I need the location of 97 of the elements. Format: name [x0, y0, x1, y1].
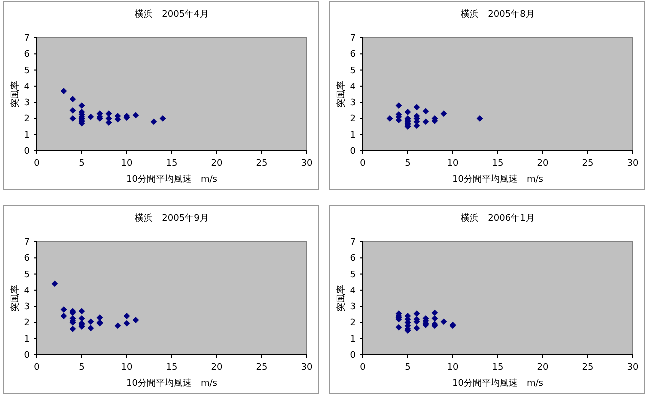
- y-tick-label: 4: [24, 82, 30, 92]
- point: [70, 96, 76, 103]
- x-tick-label: 15: [166, 159, 178, 169]
- point: [114, 322, 122, 330]
- point: [432, 310, 438, 316]
- x-tick-label: 15: [492, 363, 504, 373]
- point: [88, 114, 94, 120]
- y-tick-label: 1: [24, 130, 30, 141]
- y-tick-label: 3: [24, 302, 30, 313]
- x-tick-label: 0: [34, 159, 40, 169]
- y-tick-label: 2: [24, 114, 30, 125]
- point: [78, 315, 86, 322]
- x-tick-label: 30: [301, 159, 313, 169]
- x-tick-label: 0: [34, 363, 40, 373]
- x-tick-label: 15: [492, 159, 504, 169]
- y-tick-label: 2: [24, 318, 30, 329]
- point: [106, 110, 112, 118]
- x-tick-label: 5: [405, 159, 411, 169]
- y-tick-label: 6: [350, 50, 356, 60]
- x-tick-label: 20: [211, 363, 223, 373]
- point: [88, 318, 94, 326]
- y-tick-label: 4: [350, 82, 356, 92]
- y-tick-label: 1: [24, 334, 30, 345]
- point: [440, 110, 448, 118]
- point: [414, 104, 420, 111]
- y-tick-label: 0: [350, 147, 356, 157]
- x-tick-label: 25: [582, 363, 594, 373]
- chart-title: 横浜 2006年1月: [461, 213, 535, 224]
- point: [422, 108, 430, 115]
- y-tick-label: 6: [24, 254, 30, 264]
- x-tick-label: 5: [79, 363, 85, 373]
- y-tick-label: 6: [24, 50, 30, 60]
- y-tick-label: 0: [24, 351, 30, 361]
- x-tick-label: 30: [627, 159, 639, 169]
- x-tick-label: 5: [79, 159, 85, 169]
- y-tick-label: 7: [350, 238, 356, 248]
- x-axis-title: 10分間平均風速 m/s: [452, 378, 544, 389]
- point: [124, 320, 130, 327]
- y-tick-label: 5: [350, 66, 356, 76]
- y-tick-label: 5: [350, 270, 356, 280]
- point: [88, 325, 94, 332]
- point: [414, 310, 420, 318]
- x-tick-label: 0: [360, 363, 366, 373]
- y-axis-title: 突風率: [10, 81, 21, 108]
- y-tick-label: 1: [350, 334, 356, 345]
- point: [422, 118, 430, 126]
- y-tick-label: 1: [350, 130, 356, 141]
- point: [414, 325, 420, 332]
- point: [70, 107, 76, 114]
- y-tick-label: 4: [350, 286, 356, 296]
- y-tick-label: 3: [24, 98, 30, 109]
- x-tick-label: 30: [301, 363, 313, 373]
- x-tick-label: 0: [360, 159, 366, 169]
- y-tick-label: 6: [350, 254, 356, 264]
- x-tick-label: 20: [537, 363, 549, 373]
- chart-title: 横浜 2005年8月: [461, 9, 535, 20]
- x-tick-label: 10: [447, 159, 459, 169]
- y-tick-label: 0: [350, 351, 356, 361]
- x-axis-title: 10分間平均風速 m/s: [126, 378, 218, 389]
- y-axis-title: 突風率: [336, 285, 347, 312]
- x-tick-label: 30: [627, 363, 639, 373]
- y-tick-label: 3: [350, 98, 356, 109]
- x-axis-title: 10分間平均風速 m/s: [452, 174, 544, 185]
- y-tick-label: 0: [24, 147, 30, 157]
- chart-title: 横浜 2005年4月: [135, 9, 209, 20]
- point: [78, 308, 86, 315]
- point: [132, 112, 140, 119]
- y-axis-title: 突風率: [336, 81, 347, 108]
- point: [432, 315, 438, 322]
- point: [52, 280, 58, 288]
- y-tick-label: 7: [24, 34, 30, 44]
- y-tick-label: 4: [24, 286, 30, 296]
- point: [96, 314, 104, 322]
- x-axis-title: 10分間平均風速 m/s: [126, 174, 218, 185]
- point: [440, 318, 448, 326]
- x-tick-label: 10: [121, 363, 133, 373]
- y-tick-label: 7: [24, 238, 30, 248]
- chart-title: 横浜 2005年9月: [135, 213, 209, 224]
- x-tick-label: 10: [121, 159, 133, 169]
- point: [70, 326, 76, 332]
- x-tick-label: 10: [447, 363, 459, 373]
- y-tick-label: 2: [350, 318, 356, 329]
- point: [150, 118, 158, 126]
- y-tick-label: 2: [350, 114, 356, 125]
- x-tick-label: 5: [405, 363, 411, 373]
- x-tick-label: 20: [537, 159, 549, 169]
- x-tick-label: 25: [256, 363, 268, 373]
- point: [396, 324, 402, 331]
- y-tick-label: 3: [350, 302, 356, 313]
- x-tick-label: 15: [166, 363, 178, 373]
- x-tick-label: 25: [256, 159, 268, 169]
- x-tick-label: 25: [582, 159, 594, 169]
- y-tick-label: 7: [350, 34, 356, 44]
- y-tick-label: 5: [24, 270, 30, 280]
- x-tick-label: 20: [211, 159, 223, 169]
- y-axis-title: 突風率: [10, 285, 21, 312]
- y-tick-label: 5: [24, 66, 30, 76]
